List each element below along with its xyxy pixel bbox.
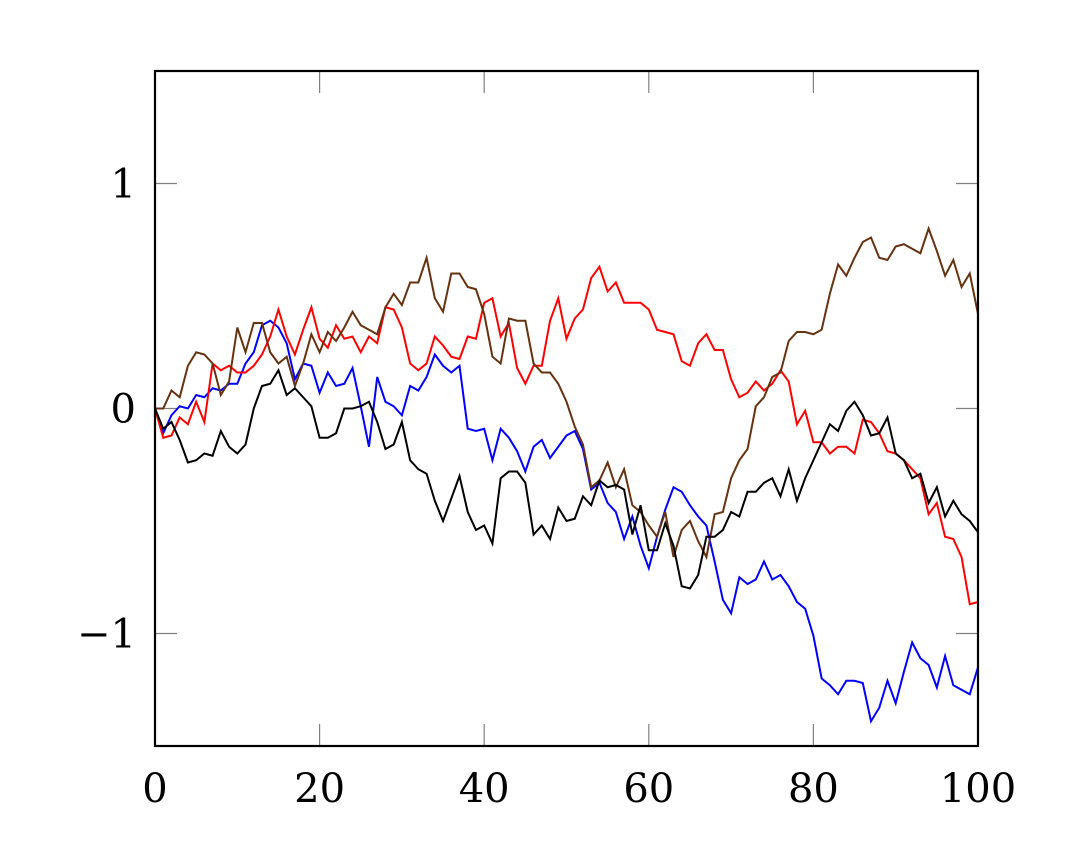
y-tick-label: 1	[111, 162, 136, 208]
x-tick-label: 100	[940, 766, 1016, 812]
series-lines	[154, 225, 979, 724]
series-line-blue	[154, 319, 979, 724]
series-line-black	[154, 367, 979, 590]
series-line-red	[154, 264, 979, 606]
y-tick-label: 0	[111, 387, 136, 433]
axis-ticks	[155, 71, 978, 746]
x-tick-label: 80	[788, 766, 839, 812]
x-axis-tick-labels: 0 20 40 60 80 100	[142, 766, 1016, 812]
x-tick-label: 40	[459, 766, 510, 812]
x-tick-label: 20	[294, 766, 345, 812]
y-axis-tick-labels: −1 0 1	[77, 162, 136, 658]
series-line-brown	[155, 225, 979, 561]
x-tick-label: 60	[623, 766, 674, 812]
y-tick-label: −1	[77, 612, 136, 658]
x-tick-label: 0	[142, 766, 167, 812]
plot-frame	[153, 69, 980, 748]
